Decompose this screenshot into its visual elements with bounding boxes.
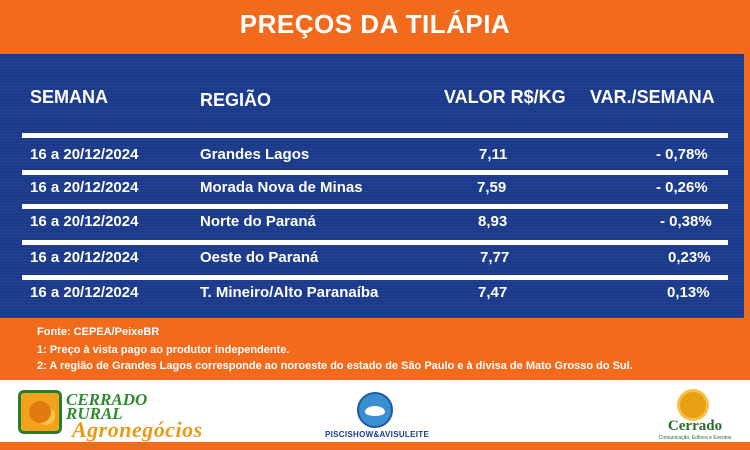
cerrado-logo: Cerrado Comunicação, Editora e Eventos <box>655 390 735 442</box>
row-5-valor: 7,47 <box>478 284 508 301</box>
row-2-valor: 7,59 <box>477 179 507 196</box>
logo-line-1: CERRADO <box>66 390 148 409</box>
cerrado-name: Cerrado <box>667 418 723 434</box>
row-2-semana: 16 a 20/12/2024 <box>30 179 139 196</box>
cerrado-rural-logo: CERRADO RURAL Agronegócios <box>18 390 218 442</box>
row-separator <box>22 240 728 245</box>
row-separator <box>22 133 728 138</box>
row-3-semana: 16 a 20/12/2024 <box>30 213 139 230</box>
row-5-regiao: T. Mineiro/Alto Paranaíba <box>200 284 379 301</box>
header-variacao: VAR./SEMANA <box>590 87 715 107</box>
row-4-regiao: Oeste do Paraná <box>200 249 319 266</box>
row-3-variacao: - 0,38% <box>660 213 712 230</box>
row-5-semana: 16 a 20/12/2024 <box>30 284 139 301</box>
row-4-semana: 16 a 20/12/2024 <box>30 249 139 266</box>
cerrado-subtitle: Comunicação, Editora e Eventos <box>658 435 732 441</box>
cerrado-rural-emblem-icon <box>18 390 62 434</box>
notes-panel: Fonte: CEPEA/PeixeBR 1: Preço à vista pa… <box>0 324 750 380</box>
logo-line-3: Agronegócios <box>72 417 203 442</box>
fish-emblem-icon <box>357 392 393 428</box>
title-bar <box>0 0 750 48</box>
row-1-regiao: Grandes Lagos <box>200 146 310 163</box>
bottom-bar <box>0 442 750 450</box>
row-separator <box>22 170 728 175</box>
row-3-valor: 8,93 <box>478 213 508 230</box>
piscishow-logo: PISCISHOW&AVISULEITE <box>325 392 430 444</box>
row-3-regiao: Norte do Paraná <box>200 213 316 230</box>
footnote-2: 2: A região de Grandes Lagos corresponde… <box>37 360 633 372</box>
row-2-variacao: - 0,26% <box>656 179 708 196</box>
source-note: Fonte: CEPEA/PeixeBR <box>37 326 160 338</box>
piscishow-label: PISCISHOW&AVISULEITE <box>325 430 430 439</box>
header-semana: SEMANA <box>30 87 109 107</box>
header-valor: VALOR R$/KG <box>444 87 566 107</box>
logo-line-2: RURAL <box>66 404 123 423</box>
row-5-variacao: 0,13% <box>667 284 710 301</box>
row-4-variacao: 0,23% <box>668 249 711 266</box>
footnote-1: 1: Preço à vista pago ao produtor indepe… <box>37 344 290 356</box>
row-4-valor: 7,77 <box>480 249 510 266</box>
row-separator <box>22 275 728 280</box>
sun-emblem-icon <box>680 392 706 418</box>
row-2-regiao: Morada Nova de Minas <box>200 179 363 196</box>
row-1-valor: 7,11 <box>479 146 508 163</box>
page-title: PREÇOS DA TILÁPIA <box>239 9 511 39</box>
price-table: SEMANA REGIÃO VALOR R$/KG VAR./SEMANA 16… <box>0 54 750 318</box>
row-1-variacao: - 0,78% <box>656 146 708 163</box>
row-separator <box>22 204 728 209</box>
row-1-semana: 16 a 20/12/2024 <box>30 146 139 163</box>
header-regiao: REGIÃO <box>200 90 272 110</box>
